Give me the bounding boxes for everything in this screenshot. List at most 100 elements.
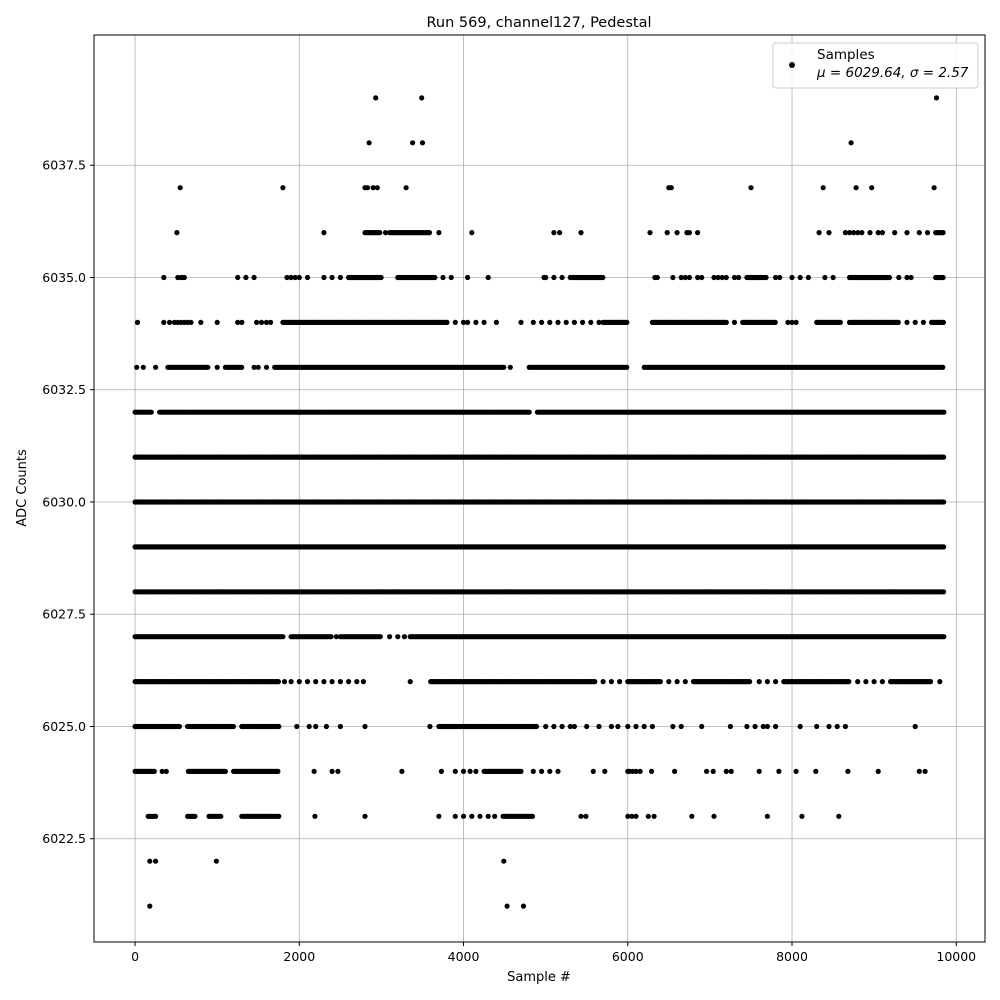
data-point [140, 364, 146, 370]
data-point [395, 634, 401, 640]
data-point [602, 768, 608, 775]
data-point [288, 679, 294, 685]
data-point [465, 319, 471, 325]
data-point [596, 723, 602, 730]
data-points [132, 95, 947, 909]
data-point [592, 679, 598, 685]
data-point [624, 319, 630, 325]
data-point [941, 454, 947, 460]
data-point [879, 679, 886, 685]
data-point [547, 319, 553, 325]
data-point [836, 813, 842, 819]
data-point [337, 679, 343, 685]
data-point [727, 723, 734, 730]
data-point [927, 679, 934, 685]
data-point [772, 319, 778, 325]
data-point [485, 274, 491, 281]
data-point [251, 364, 257, 370]
data-point [360, 679, 366, 685]
data-point [773, 274, 779, 281]
data-point [875, 768, 881, 775]
data-point [563, 319, 569, 325]
data-point [777, 274, 783, 281]
data-point [181, 274, 187, 281]
data-point [161, 319, 167, 325]
data-point [571, 319, 578, 325]
data-point [362, 723, 368, 730]
data-point [230, 723, 236, 730]
data-point [785, 319, 791, 325]
data-point [467, 768, 473, 775]
data-point [407, 679, 413, 685]
data-point [580, 319, 586, 325]
data-point [188, 319, 194, 325]
data-point [504, 903, 510, 909]
data-point [855, 679, 861, 685]
data-point [275, 679, 281, 685]
data-point [526, 409, 532, 415]
data-point [337, 274, 343, 281]
data-point [362, 813, 368, 819]
data-point [444, 319, 450, 325]
data-point [477, 813, 483, 819]
data-point [213, 858, 219, 864]
data-point [846, 679, 852, 685]
data-point [321, 679, 327, 685]
data-point [633, 723, 639, 730]
data-point [699, 723, 705, 730]
data-point [448, 274, 454, 281]
data-point [399, 768, 405, 775]
data-point [699, 274, 705, 281]
data-point [161, 274, 167, 281]
data-point [719, 274, 725, 281]
data-point [438, 768, 444, 775]
data-point [427, 723, 433, 730]
data-point [485, 813, 491, 819]
data-point [258, 319, 265, 325]
data-point [657, 679, 663, 685]
data-point [335, 768, 341, 775]
data-point [436, 813, 442, 819]
data-point [329, 274, 335, 281]
data-point [711, 274, 717, 281]
data-point [615, 723, 621, 730]
data-point [530, 319, 536, 325]
data-point [304, 274, 311, 281]
data-point [551, 274, 557, 281]
data-point [625, 813, 631, 819]
data-point [296, 274, 302, 281]
data-point [629, 813, 635, 819]
data-point [826, 723, 832, 730]
data-point [469, 813, 475, 819]
data-point [440, 274, 446, 281]
data-point [608, 723, 615, 730]
data-point [773, 723, 779, 730]
data-point [941, 409, 947, 415]
data-point [452, 319, 458, 325]
data-point [551, 723, 557, 730]
data-point [842, 723, 849, 730]
data-point [239, 319, 245, 325]
data-point [214, 364, 220, 370]
data-point [329, 679, 335, 685]
data-point [711, 813, 717, 819]
data-point [520, 903, 527, 909]
data-point [239, 364, 245, 370]
data-point [481, 319, 487, 325]
data-point [292, 274, 298, 281]
data-point [539, 768, 545, 775]
data-point [328, 634, 334, 640]
data-point [533, 723, 540, 730]
data-point [235, 274, 241, 281]
data-point [263, 364, 270, 370]
data-point [845, 768, 851, 775]
data-point [704, 768, 710, 775]
data-point [837, 319, 843, 325]
data-point [670, 274, 676, 281]
data-point [600, 679, 606, 685]
data-point [313, 723, 319, 730]
data-point [159, 768, 165, 775]
data-point [789, 274, 795, 281]
data-point [666, 679, 672, 685]
